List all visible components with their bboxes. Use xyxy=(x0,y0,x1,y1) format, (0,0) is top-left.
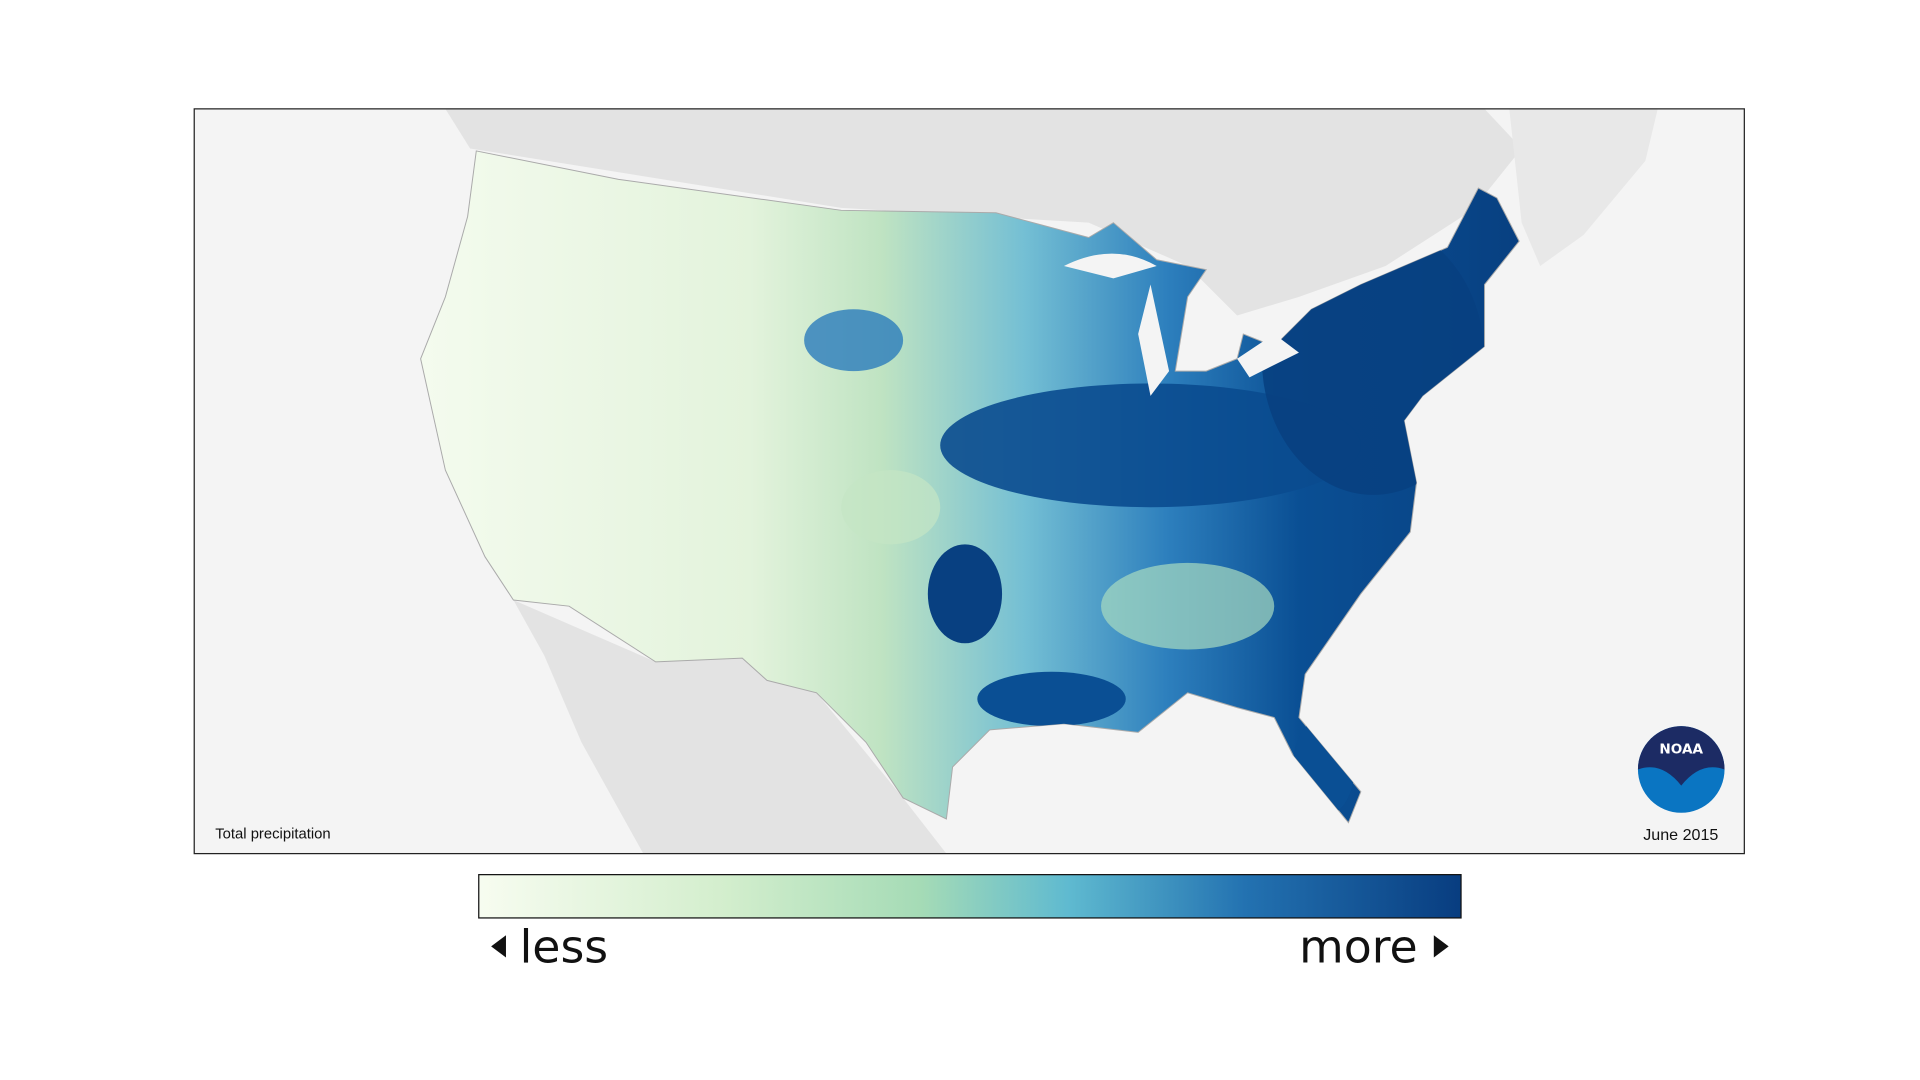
noaa-logo: NOAA xyxy=(1637,726,1725,813)
legend-low: less xyxy=(520,920,609,973)
canada-east xyxy=(1509,108,1658,266)
arrow-right xyxy=(1433,935,1449,958)
legend-high: more xyxy=(1299,920,1418,973)
logo-text: NOAA xyxy=(1659,741,1703,757)
arrow-left xyxy=(491,935,506,958)
map-date: June 2015 xyxy=(1643,826,1718,844)
map-frame xyxy=(193,108,1745,855)
usa xyxy=(420,150,1520,824)
mexico xyxy=(513,600,947,854)
color-scale xyxy=(478,874,1462,919)
map-title: Total precipitation xyxy=(215,827,330,843)
map-area xyxy=(194,108,1745,854)
great-lakes xyxy=(1063,253,1299,396)
